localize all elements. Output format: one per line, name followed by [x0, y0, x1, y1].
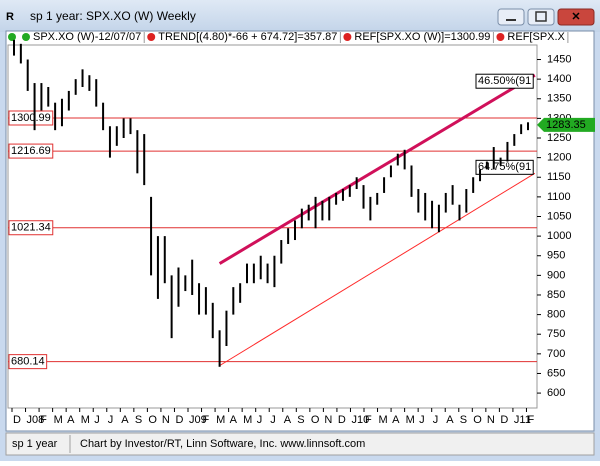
- ref-label: 1216.69: [11, 145, 51, 157]
- x-tick-label: D: [338, 414, 346, 426]
- plot-area: [7, 44, 538, 409]
- y-tick-label: 1350: [547, 93, 571, 105]
- last-price-tag: [537, 117, 595, 132]
- ref-label-box: [8, 354, 48, 370]
- ref-label-box: [8, 220, 54, 236]
- trendline-label-box: [475, 73, 534, 89]
- x-tick-label: O: [311, 414, 320, 426]
- x-tick-label: M: [406, 414, 415, 426]
- close-icon: ✕: [571, 11, 580, 23]
- x-tick-label: M: [243, 414, 252, 426]
- x-tick-label: J09: [189, 414, 207, 426]
- x-tick-label: F: [40, 414, 47, 426]
- legend-row: SPX.XO (W)-12/07/07 TREND[(4.80)*-66 + 67…: [8, 31, 569, 43]
- y-tick-label: 1050: [547, 210, 571, 222]
- x-tick-label: J: [270, 414, 276, 426]
- y-tick-label: 1200: [547, 152, 571, 164]
- y-tick-label: 600: [547, 387, 565, 399]
- x-tick-label: S: [135, 414, 142, 426]
- legend-item: SPX.XO (W)-12/07/07: [33, 31, 141, 43]
- minimize-button[interactable]: [497, 8, 525, 26]
- legend-item: REF[SPX.XO (W)]=1300.99: [354, 31, 490, 43]
- x-tick-label: N: [487, 414, 495, 426]
- x-tick-label: J: [94, 414, 100, 426]
- x-tick-label: O: [473, 414, 482, 426]
- window-title: sp 1 year: SPX.XO (W) Weekly: [30, 9, 196, 23]
- x-tick-label: S: [460, 414, 467, 426]
- y-tick-label: 1150: [547, 171, 571, 183]
- plot: 600 650 700 750 800 850 900 950 1000 1050 1100 1150…: [8, 39, 595, 426]
- trendline-label: 64.75%(91: [478, 161, 531, 173]
- trendline-label: 46.50%(91: [478, 75, 531, 87]
- x-tick-label: J11: [514, 414, 531, 426]
- x-tick-label: A: [446, 414, 454, 426]
- trendline: [219, 172, 536, 367]
- x-tick-label: D: [13, 414, 21, 426]
- maximize-icon: [535, 11, 547, 22]
- y-tick-label: 850: [547, 289, 565, 301]
- x-tick-label: M: [379, 414, 388, 426]
- x-tick-label: F: [365, 414, 372, 426]
- legend-dot: [22, 33, 30, 41]
- x-tick-label: D: [175, 414, 183, 426]
- x-tick-label: N: [162, 414, 170, 426]
- legend-item: TREND[(4.80)*-66 + 674.72]=357.87: [158, 31, 337, 43]
- y-tick-label: 650: [547, 367, 565, 379]
- x-tick-label: N: [324, 414, 332, 426]
- x-tick-label: A: [67, 414, 75, 426]
- x-tick-label: A: [392, 414, 400, 426]
- y-tick-label: 900: [547, 269, 565, 281]
- x-tick-label: M: [54, 414, 63, 426]
- y-tick-label: 700: [547, 348, 565, 360]
- ref-label-box: [8, 110, 54, 126]
- ref-label: 680.14: [11, 356, 45, 368]
- status-bar: [5, 432, 595, 456]
- x-tick-label: J: [433, 414, 439, 426]
- y-tick-label: 750: [547, 328, 565, 340]
- x-tick-label: F: [527, 414, 534, 426]
- x-tick-label: J08: [27, 414, 45, 426]
- app-icon: R: [6, 11, 14, 23]
- status-left: sp 1 year: [12, 438, 58, 450]
- x-tick-label: J: [108, 414, 114, 426]
- x-tick-label: M: [81, 414, 90, 426]
- x-tick-label: J10: [351, 414, 369, 426]
- last-price-label: 1283.35: [546, 119, 586, 131]
- legend-dot: [496, 33, 505, 41]
- maximize-button[interactable]: [527, 8, 555, 26]
- trendline-label-box: [475, 159, 534, 175]
- y-tick-label: 1400: [547, 73, 571, 85]
- y-tick-label: 1100: [547, 191, 571, 203]
- legend-dot: [343, 33, 352, 41]
- y-tick-label: 950: [547, 250, 565, 262]
- ref-label: 1021.34: [11, 222, 51, 234]
- legend-dot: [8, 33, 16, 41]
- ref-label-box: [8, 143, 54, 159]
- ref-label: 1300.99: [11, 112, 51, 124]
- x-tick-label: D: [500, 414, 508, 426]
- trendline: [218, 73, 536, 265]
- y-tick-label: 1000: [547, 230, 571, 242]
- x-tick-label: A: [230, 414, 238, 426]
- x-tick-label: S: [297, 414, 304, 426]
- y-tick-label: 1250: [547, 132, 571, 144]
- legend-dot: [147, 33, 156, 41]
- x-tick-label: F: [203, 414, 210, 426]
- x-tick-label: A: [284, 414, 292, 426]
- x-tick-label: J: [257, 414, 263, 426]
- x-tick-label: A: [121, 414, 129, 426]
- x-tick-label: M: [216, 414, 225, 426]
- close-button[interactable]: [557, 8, 595, 26]
- y-tick-label: 1450: [547, 53, 571, 65]
- legend-item: REF[SPX.X: [507, 31, 565, 43]
- status-credit: Chart by Investor/RT, Linn Software, Inc…: [80, 438, 365, 450]
- y-tick-label: 800: [547, 309, 565, 321]
- x-tick-label: J: [419, 414, 425, 426]
- x-tick-label: O: [148, 414, 157, 426]
